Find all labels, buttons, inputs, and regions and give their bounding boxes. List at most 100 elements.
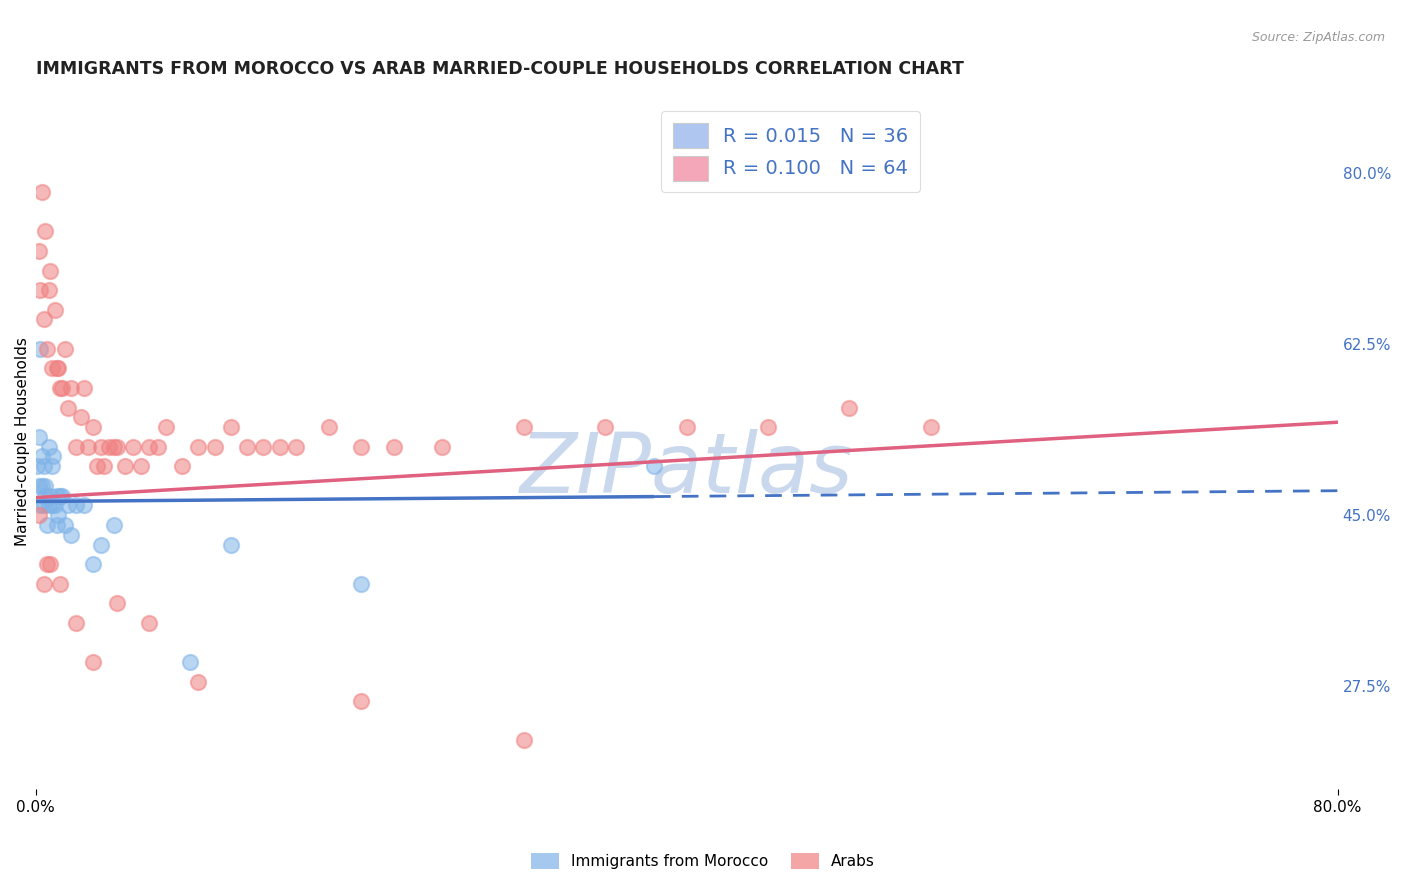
Point [350, 576, 373, 591]
Point [236, 440, 259, 454]
Point [30, 499, 52, 513]
Point [97, 440, 120, 454]
Point [41, 361, 63, 376]
Point [838, 401, 860, 415]
Point [138, 440, 160, 454]
Point [138, 615, 160, 630]
Point [513, 420, 536, 434]
Point [35, 518, 58, 533]
Point [382, 440, 405, 454]
Point [28, 430, 51, 444]
Text: Source: ZipAtlas.com: Source: ZipAtlas.com [1251, 31, 1385, 45]
Point [35, 342, 58, 356]
Point [65, 440, 87, 454]
Point [49, 381, 72, 395]
Point [60, 381, 83, 395]
Point [39, 489, 62, 503]
Point [131, 459, 153, 474]
Point [122, 440, 145, 454]
Point [86, 459, 108, 474]
Point [49, 576, 72, 591]
Point [41, 459, 63, 474]
Point [39, 557, 62, 571]
Point [350, 694, 373, 708]
Point [146, 440, 169, 454]
Point [46, 508, 69, 523]
Point [114, 459, 136, 474]
Point [38, 499, 60, 513]
Point [73, 499, 96, 513]
Point [65, 499, 87, 513]
Point [32, 312, 55, 326]
Point [82, 420, 104, 434]
Point [32, 576, 55, 591]
Point [920, 420, 942, 434]
Point [103, 518, 125, 533]
Point [318, 420, 340, 434]
Point [179, 655, 201, 669]
Point [38, 283, 60, 297]
Point [187, 440, 209, 454]
Text: ZIPatlas: ZIPatlas [520, 429, 853, 510]
Point [76, 440, 98, 454]
Point [70, 410, 93, 425]
Y-axis label: Married-couple Households: Married-couple Households [15, 337, 30, 546]
Point [593, 420, 616, 434]
Point [34, 224, 56, 238]
Point [45, 489, 67, 503]
Point [105, 596, 128, 610]
Point [56, 499, 79, 513]
Point [42, 450, 65, 464]
Point [350, 440, 373, 454]
Text: IMMIGRANTS FROM MOROCCO VS ARAB MARRIED-COUPLE HOUSEHOLDS CORRELATION CHART: IMMIGRANTS FROM MOROCCO VS ARAB MARRIED-… [35, 60, 963, 78]
Point [28, 508, 51, 523]
Point [53, 342, 76, 356]
Point [204, 440, 226, 454]
Point [45, 518, 67, 533]
Point [41, 499, 63, 513]
Point [675, 420, 697, 434]
Point [82, 557, 104, 571]
Point [28, 479, 51, 493]
Point [39, 263, 62, 277]
Point [269, 440, 291, 454]
Point [35, 557, 58, 571]
Point [25, 459, 48, 474]
Point [31, 450, 53, 464]
Point [756, 420, 779, 434]
Point [513, 733, 536, 747]
Point [90, 537, 112, 551]
Point [252, 440, 274, 454]
Point [187, 674, 209, 689]
Point [45, 361, 67, 376]
Point [31, 479, 53, 493]
Point [432, 440, 454, 454]
Point [219, 537, 242, 551]
Point [38, 440, 60, 454]
Point [44, 499, 66, 513]
Point [56, 401, 79, 415]
Point [82, 655, 104, 669]
Point [31, 186, 53, 200]
Point [103, 440, 125, 454]
Point [32, 459, 55, 474]
Point [32, 499, 55, 513]
Point [643, 459, 665, 474]
Point [53, 518, 76, 533]
Point [219, 420, 242, 434]
Point [73, 381, 96, 395]
Point [170, 459, 193, 474]
Point [51, 489, 73, 503]
Point [105, 440, 128, 454]
Point [30, 283, 52, 297]
Point [44, 302, 66, 317]
Point [30, 342, 52, 356]
Point [46, 361, 69, 376]
Point [93, 459, 115, 474]
Point [51, 381, 73, 395]
Legend: R = 0.015   N = 36, R = 0.100   N = 64: R = 0.015 N = 36, R = 0.100 N = 64 [661, 112, 921, 192]
Point [60, 527, 83, 541]
Point [65, 615, 87, 630]
Point [28, 244, 51, 258]
Point [155, 420, 177, 434]
